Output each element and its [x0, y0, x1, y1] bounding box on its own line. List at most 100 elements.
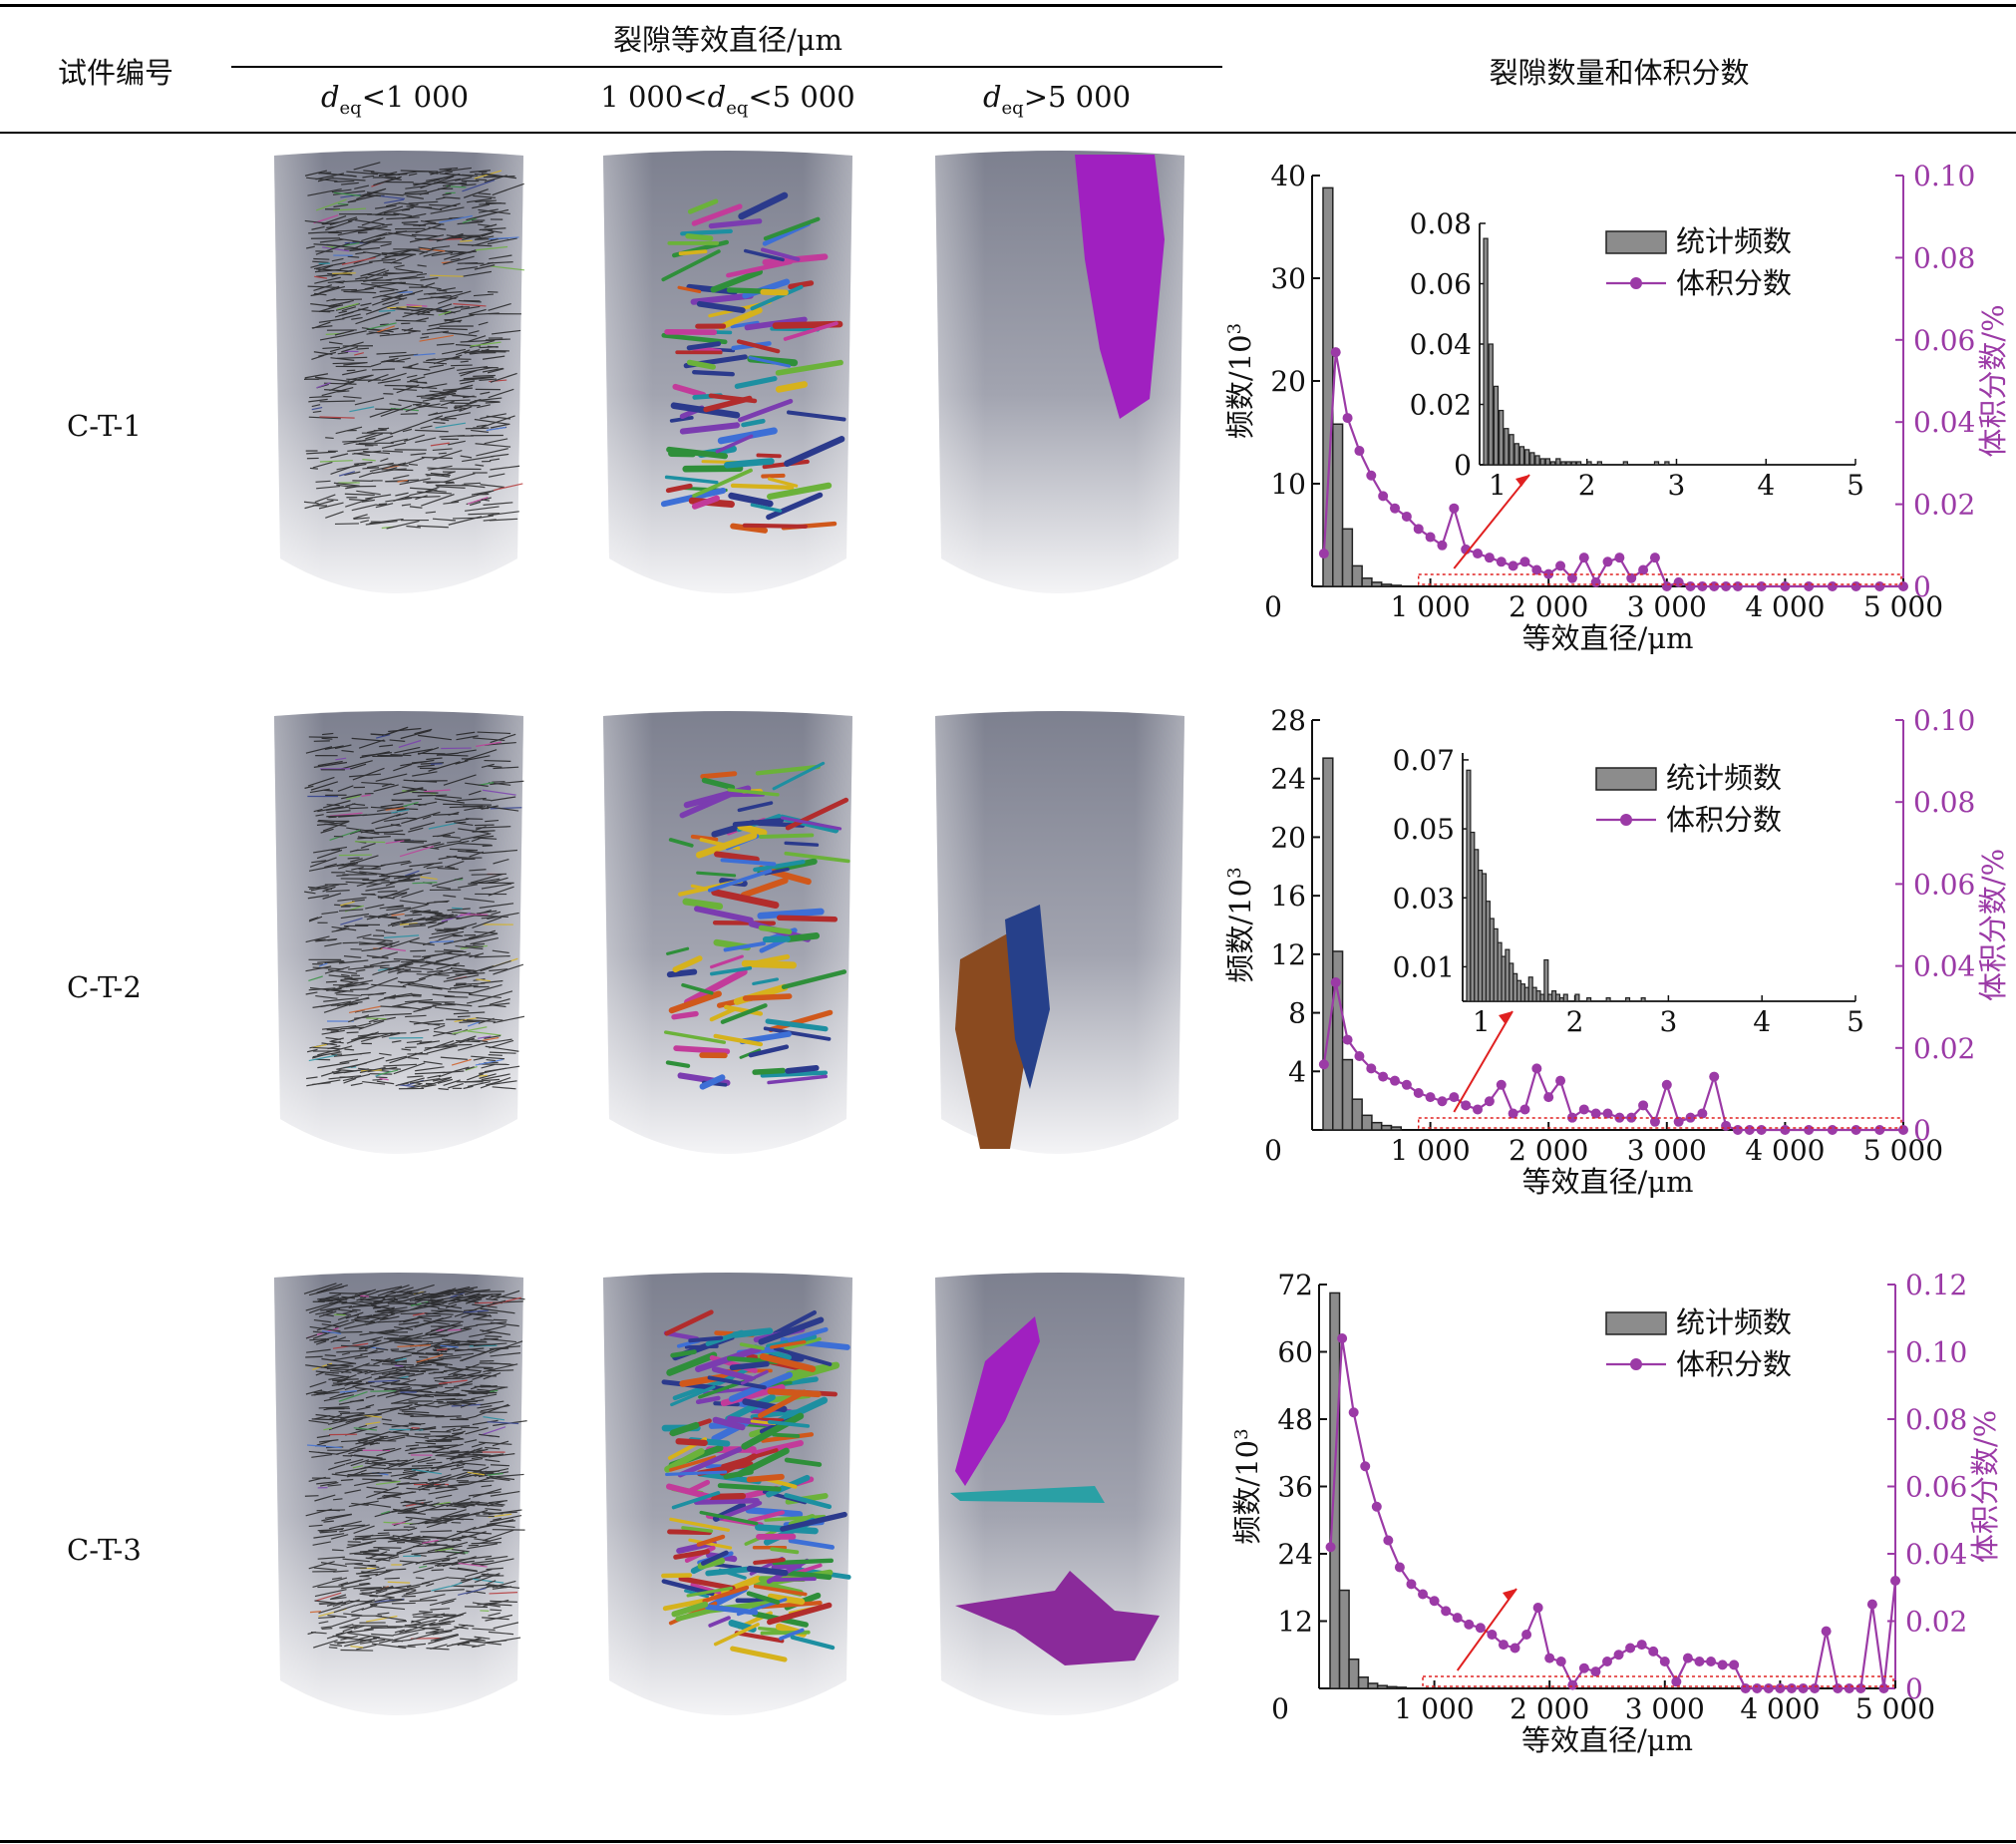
micro-crack: [446, 1287, 479, 1293]
micro-crack: [482, 845, 493, 847]
micro-crack: [337, 897, 367, 902]
micro-crack: [488, 388, 514, 399]
micro-crack: [387, 305, 423, 309]
right-tick-label: 0.02: [1905, 1606, 1967, 1639]
frequency-bar: [1332, 423, 1344, 587]
volume-point: [1756, 581, 1767, 591]
micro-crack: [457, 1567, 478, 1572]
micro-crack: [377, 1032, 407, 1035]
micro-crack: [304, 170, 328, 177]
micro-crack: [344, 1048, 355, 1051]
fracture: [760, 288, 789, 296]
left-tick-label: 10: [1270, 468, 1306, 501]
micro-crack: [329, 1644, 343, 1647]
micro-crack: [360, 1462, 385, 1470]
micro-crack: [437, 1078, 453, 1084]
micro-crack: [476, 235, 495, 240]
micro-crack: [329, 1291, 358, 1294]
micro-crack: [488, 229, 503, 233]
volume-point: [1697, 581, 1708, 591]
micro-crack: [490, 1389, 499, 1393]
micro-crack: [436, 289, 448, 292]
micro-crack: [316, 821, 347, 827]
micro-crack: [412, 882, 438, 885]
micro-crack: [426, 1508, 457, 1511]
micro-crack: [400, 413, 418, 415]
micro-crack: [367, 465, 377, 469]
small-crack-cloud: [303, 162, 525, 530]
micro-crack: [415, 1577, 425, 1580]
micro-crack: [317, 1045, 353, 1056]
micro-crack: [443, 255, 475, 265]
micro-crack: [486, 1058, 497, 1062]
left-tick-label: 0: [1271, 1692, 1289, 1725]
micro-crack: [481, 231, 494, 237]
volume-point: [1342, 413, 1353, 424]
micro-crack: [417, 1458, 436, 1464]
micro-crack: [416, 1040, 441, 1045]
volume-point: [1685, 581, 1696, 591]
micro-crack: [309, 1611, 322, 1614]
micro-crack: [454, 1016, 479, 1023]
micro-crack: [428, 761, 461, 772]
volume-point: [1429, 1596, 1440, 1607]
micro-crack: [304, 891, 316, 895]
micro-crack: [407, 1056, 419, 1060]
micro-crack: [467, 1030, 502, 1036]
micro-crack: [324, 389, 347, 392]
micro-crack: [347, 1632, 381, 1639]
micro-crack: [436, 294, 450, 299]
micro-crack: [373, 1309, 400, 1316]
inset-bar: [1586, 996, 1592, 1002]
right-tick-label: 0.02: [1913, 489, 1975, 522]
micro-crack: [311, 1082, 331, 1086]
micro-crack: [324, 960, 345, 964]
x-tick-label: 2 000: [1510, 1692, 1589, 1725]
volume-point: [1602, 1657, 1612, 1666]
volume-point: [1780, 1125, 1791, 1135]
micro-crack: [368, 1379, 400, 1383]
micro-crack: [380, 860, 411, 867]
volume-point: [1508, 1108, 1518, 1119]
micro-crack: [387, 936, 420, 949]
micro-crack: [400, 170, 430, 173]
micro-crack: [469, 993, 502, 999]
micro-crack: [481, 1073, 510, 1081]
micro-crack: [376, 325, 396, 333]
micro-crack: [348, 1001, 363, 1005]
micro-crack: [368, 1018, 379, 1023]
volume-point: [1437, 1096, 1448, 1107]
micro-crack: [414, 237, 442, 241]
legend-line-marker: [1630, 1358, 1642, 1370]
micro-crack: [365, 520, 398, 526]
micro-crack: [482, 789, 516, 796]
micro-crack: [453, 303, 487, 307]
micro-crack: [476, 978, 491, 982]
fracture: [732, 818, 785, 828]
micro-crack: [399, 845, 435, 858]
micro-crack: [312, 1577, 348, 1589]
micro-crack: [309, 1325, 341, 1332]
micro-crack: [421, 494, 455, 507]
micro-crack: [318, 318, 345, 323]
micro-crack: [397, 1459, 408, 1462]
micro-crack: [385, 1586, 421, 1596]
micro-crack: [322, 800, 351, 809]
micro-crack: [325, 220, 353, 231]
volume-point: [1425, 532, 1436, 543]
micro-crack: [353, 517, 370, 520]
micro-crack: [481, 883, 512, 890]
volume-point: [1804, 1125, 1815, 1135]
fracture: [707, 869, 773, 893]
micro-crack: [396, 968, 411, 974]
header-diameter-group: 裂隙等效直径/μm: [612, 23, 843, 57]
micro-crack: [434, 840, 470, 850]
micro-crack: [364, 1466, 390, 1470]
micro-crack: [437, 921, 449, 924]
micro-crack: [395, 492, 409, 497]
micro-crack: [305, 935, 330, 943]
micro-crack: [319, 400, 356, 403]
fracture: [720, 1003, 768, 1024]
micro-crack: [401, 890, 424, 899]
fracture: [763, 1026, 832, 1041]
